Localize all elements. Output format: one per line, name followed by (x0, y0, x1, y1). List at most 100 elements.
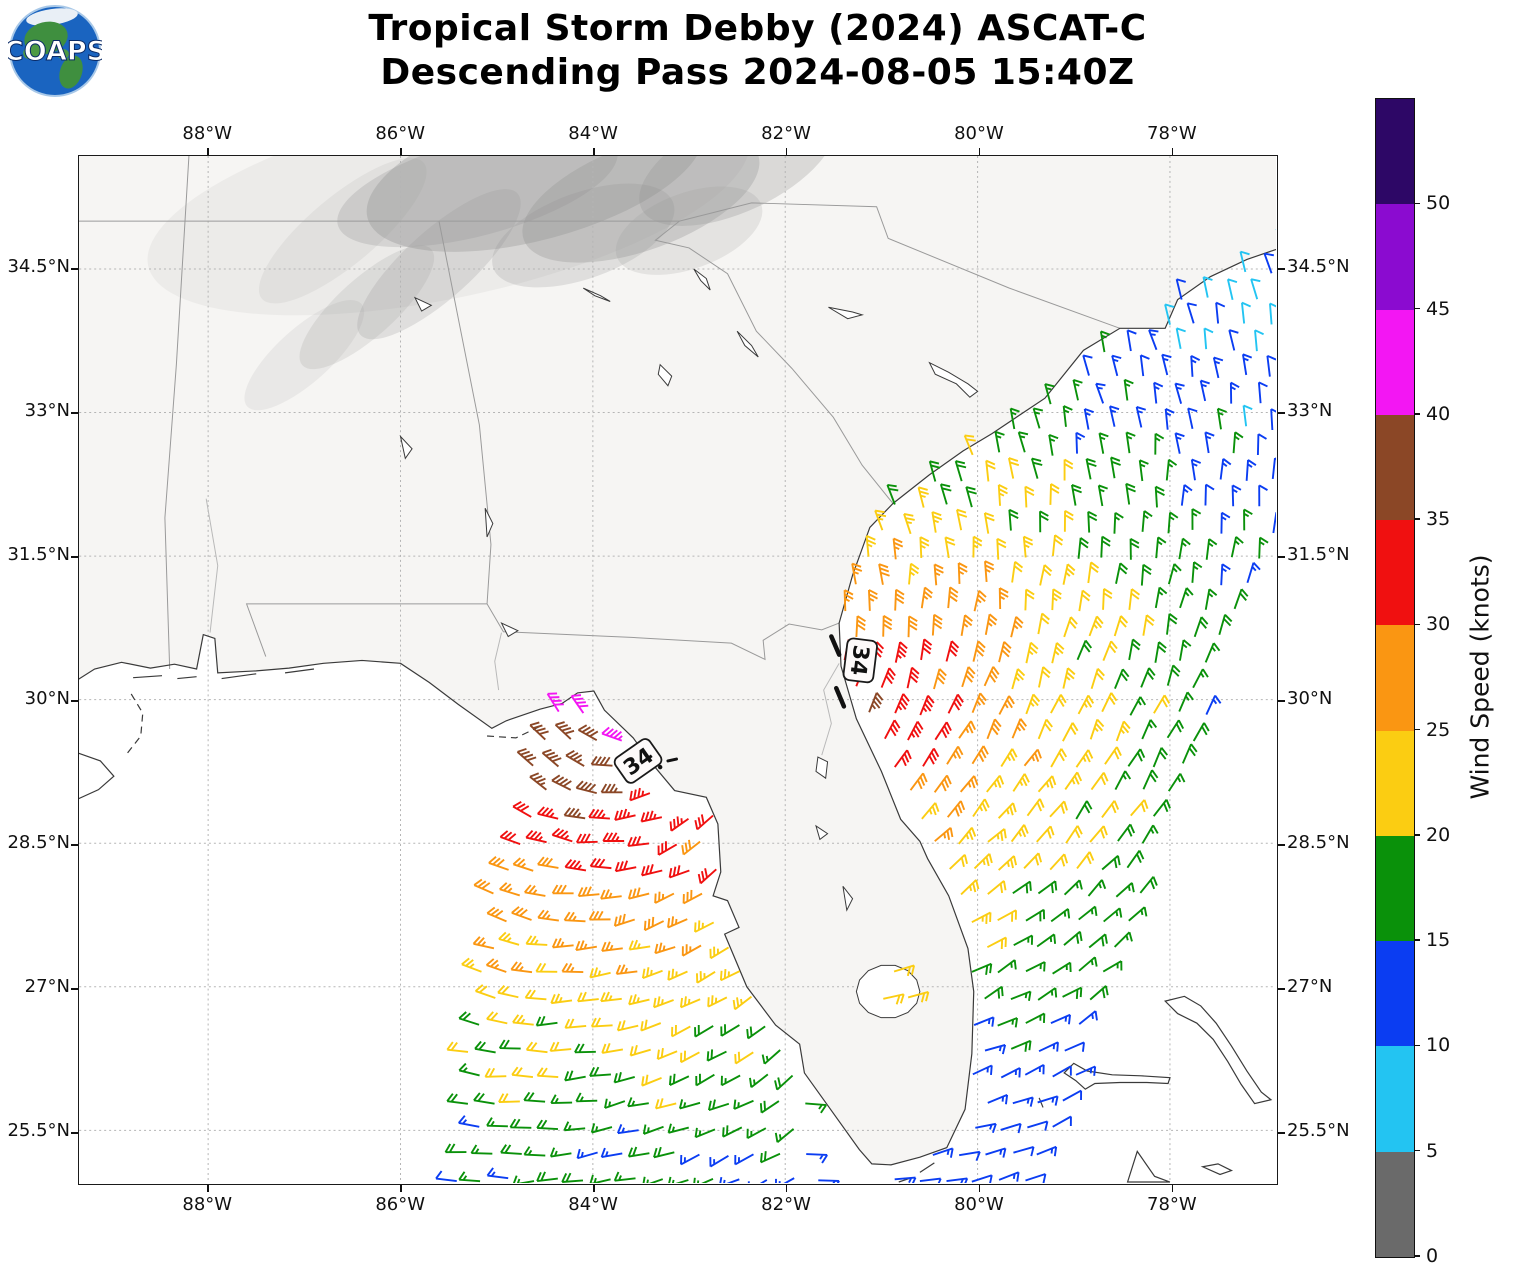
wind-barb (1154, 586, 1168, 609)
wind-barb (1011, 668, 1026, 690)
wind-barb (775, 1177, 795, 1183)
wind-barb (564, 1018, 587, 1029)
axis-tick (1278, 844, 1285, 846)
wind-barb (894, 693, 910, 714)
wind-barb (957, 562, 968, 584)
wind-barb (600, 1147, 623, 1159)
wind-barb (997, 959, 1017, 974)
wind-barb (1174, 432, 1185, 454)
land-layer (79, 156, 1276, 1165)
colorbar-tick-label: 20 (1426, 823, 1451, 846)
wind-barb (947, 586, 959, 609)
wind-barb (600, 889, 622, 900)
rivers (205, 498, 840, 756)
wind-barb (1010, 616, 1024, 638)
wind-barb (1141, 824, 1159, 844)
wind-barb (1266, 354, 1276, 377)
wind-barb (1148, 329, 1159, 351)
wind-barb (641, 967, 663, 979)
plot-title-line2: Descending Pass 2024-08-05 15:40Z (380, 52, 1135, 93)
axis-tick (593, 148, 595, 155)
colorbar (1375, 98, 1415, 1258)
wind-barb (1104, 746, 1122, 765)
x-axis-label-bottom: 78°W (1147, 1194, 1197, 1215)
wind-barb (1242, 404, 1253, 427)
wind-barb (574, 1043, 596, 1054)
wind-barb (973, 1016, 995, 1027)
x-axis-label-bottom: 84°W (568, 1194, 618, 1215)
wind-barb (1113, 615, 1129, 637)
wind-barb (971, 911, 992, 924)
wind-barb (628, 994, 650, 1006)
logo-text: COAPS (8, 36, 102, 67)
wind-barb (1101, 855, 1121, 871)
wind-barb (575, 940, 597, 952)
wind-barb (760, 1151, 781, 1164)
colorbar-tickmark (1414, 1044, 1420, 1047)
wind-barb (965, 486, 977, 508)
wind-barb (550, 1094, 573, 1104)
axis-tick (71, 700, 78, 702)
wind-barb (959, 1150, 981, 1162)
wind-barb (523, 1091, 546, 1103)
wind-barb (1102, 588, 1113, 610)
wind-barb (561, 962, 584, 973)
wind-barb (668, 1176, 689, 1183)
wind-barb (446, 1093, 469, 1105)
y-axis-label-right: 33°N (1287, 400, 1333, 422)
wind-barb (933, 563, 944, 586)
wind-barb (669, 816, 690, 832)
wind-barb (1010, 990, 1032, 1001)
wind-barb (1180, 484, 1193, 506)
wind-barb (1128, 906, 1148, 922)
wind-barb (998, 695, 1015, 715)
wind-barb (1233, 588, 1249, 610)
wind-barb (613, 913, 636, 927)
wind-barb (883, 993, 905, 1005)
wind-barb (1167, 511, 1179, 534)
wind-barb (500, 1144, 522, 1155)
wind-barb (1063, 616, 1078, 638)
wind-barb (551, 774, 572, 791)
wind-barb (954, 460, 967, 482)
wind-barb (1037, 987, 1058, 1001)
wind-barb (602, 832, 625, 842)
wind-barb (1166, 664, 1181, 686)
wind-barb (759, 1100, 780, 1114)
wind-barb (694, 814, 714, 831)
colorbar-tickmark (1414, 939, 1420, 941)
wind-barb (1013, 1145, 1035, 1157)
wind-barb (590, 755, 613, 767)
wind-barb (600, 991, 622, 1003)
wind-barb (1269, 302, 1276, 325)
wind-barb (1075, 800, 1093, 820)
wind-barb (1258, 536, 1269, 559)
wind-barb (536, 1067, 559, 1079)
wind-barb (1049, 853, 1069, 871)
wind-barb (1115, 720, 1131, 742)
wind-barb (1129, 537, 1140, 560)
axis-tick (593, 1185, 595, 1192)
wind-barb (1128, 588, 1141, 610)
x-axis-label-bottom: 86°W (375, 1194, 426, 1215)
wind-barb (614, 860, 637, 873)
wind-barb (577, 886, 600, 897)
wind-barb (473, 878, 494, 895)
wind-barb (498, 931, 520, 946)
colorbar-band-30-35 (1376, 519, 1414, 626)
wind-barb (818, 1179, 840, 1183)
wind-barb (959, 775, 979, 793)
wind-barb (1212, 356, 1224, 379)
wind-barb (564, 859, 587, 872)
wind-barb (671, 1024, 691, 1038)
wind-barb (1078, 589, 1091, 612)
wind-barb (998, 1171, 1020, 1182)
wind-barb (1024, 485, 1035, 508)
wind-barb (1049, 800, 1068, 818)
x-axis-label-bottom: 82°W (761, 1194, 811, 1215)
wind-barb (1000, 748, 1018, 768)
wind-barb (575, 1092, 598, 1103)
wind-barb (667, 1123, 690, 1134)
wind-barb (1164, 407, 1175, 430)
lakes (399, 268, 979, 1019)
